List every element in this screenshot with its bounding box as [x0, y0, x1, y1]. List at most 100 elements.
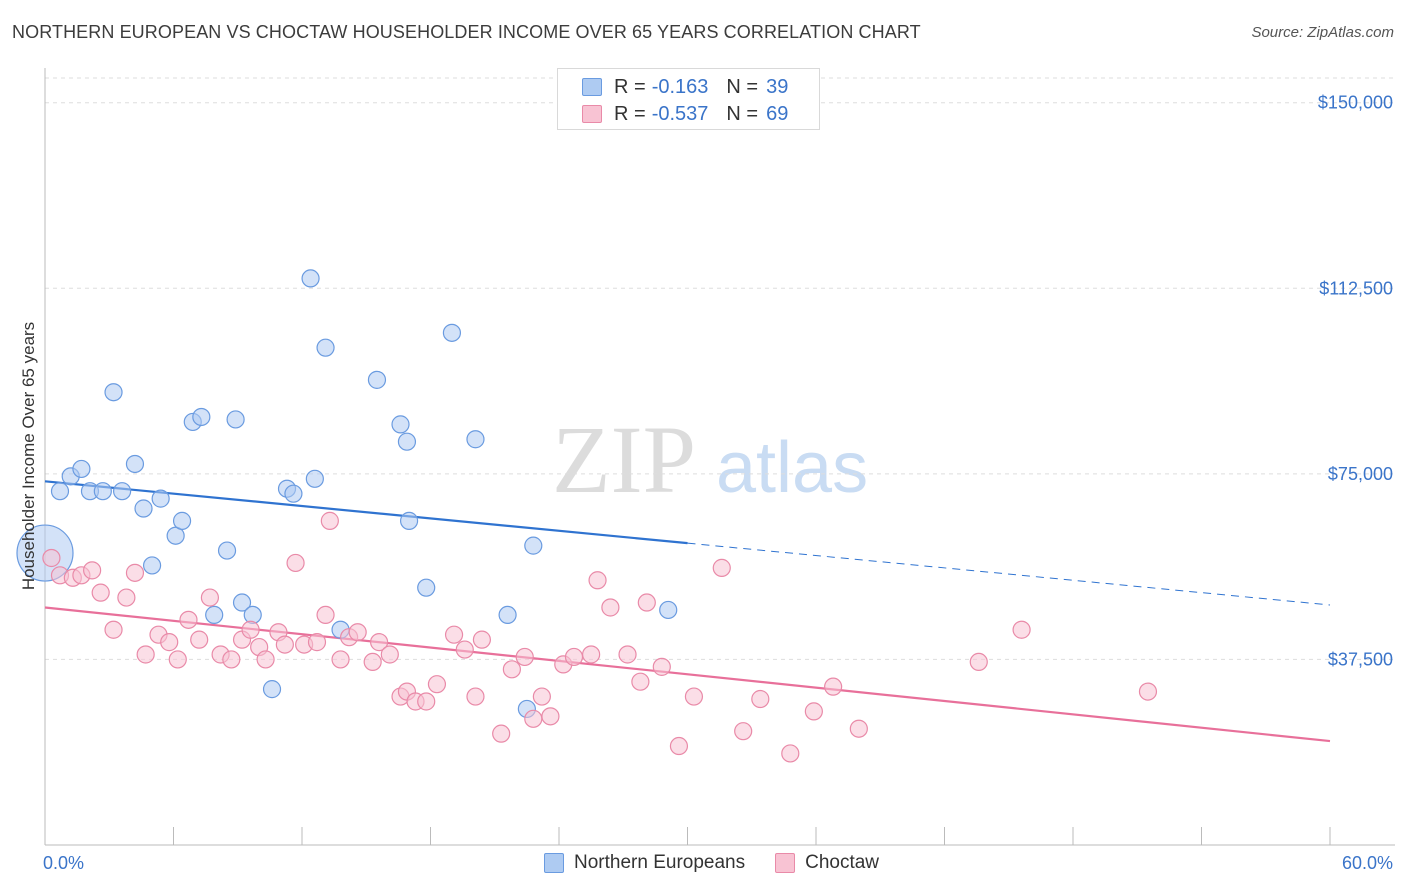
data-point [781, 744, 800, 763]
data-point [307, 633, 327, 652]
data-point [824, 677, 843, 696]
data-point [316, 605, 335, 625]
data-point [348, 623, 367, 642]
data-point [455, 640, 474, 659]
data-point [380, 645, 399, 664]
data-point [104, 620, 123, 639]
legend-swatch-pink [582, 105, 602, 123]
data-point [284, 484, 303, 503]
legend-row-northern-europeans: R = -0.163 N = 39 [582, 76, 788, 98]
bottom-legend-choctaw: Choctaw [775, 852, 879, 874]
data-point [320, 511, 339, 530]
data-point [417, 692, 436, 711]
legend-n-value: 69 [766, 102, 789, 125]
bottom-legend-label: Northern Europeans [574, 852, 746, 873]
data-point [93, 482, 112, 501]
data-point [316, 338, 335, 357]
data-point [305, 469, 324, 488]
data-point [91, 583, 110, 602]
trend-line-northern-europeans [44, 480, 688, 545]
y-tick-label: $150,000 [1318, 93, 1393, 113]
data-point [142, 556, 162, 575]
data-point [217, 541, 237, 560]
data-point [190, 630, 209, 649]
data-point [466, 430, 485, 449]
data-point [83, 561, 102, 580]
x-tick-label: 60.0% [1342, 853, 1393, 873]
bottom-legend-swatch-blue [544, 853, 564, 873]
data-point [363, 652, 382, 672]
y-tick-label: $112,500 [1319, 278, 1393, 298]
data-point [370, 633, 389, 652]
data-point [256, 650, 275, 669]
data-point [734, 722, 753, 741]
data-point [588, 571, 607, 590]
data-point [205, 605, 224, 625]
legend-r-value: -0.537 [651, 102, 709, 125]
data-point [442, 323, 462, 342]
data-point [564, 647, 584, 667]
trend-line-choctaw [44, 606, 1331, 743]
data-point [524, 536, 543, 555]
data-point [232, 593, 252, 612]
data-point [532, 687, 551, 706]
legend: R = -0.163 N = 39 R = -0.537 N = 69 [557, 68, 820, 130]
data-point [399, 511, 419, 530]
x-tick-label: 0.0% [43, 853, 84, 873]
data-point [179, 610, 198, 629]
bottom-legend-swatch-pink [775, 853, 796, 873]
data-point [498, 605, 517, 625]
axes [44, 68, 1395, 846]
data-point [397, 432, 417, 451]
data-point [136, 645, 155, 664]
data-point [582, 645, 601, 664]
data-point [192, 407, 211, 427]
data-point [515, 647, 534, 667]
data-point [331, 650, 350, 669]
data-point [637, 593, 656, 612]
data-point [243, 605, 262, 625]
data-point [226, 410, 245, 429]
data-points [16, 269, 1158, 763]
data-point [286, 553, 305, 573]
legend-n-label: N = [726, 75, 759, 98]
legend-n-value: 39 [766, 75, 789, 98]
data-point [804, 702, 823, 721]
watermark: ZIP atlas [552, 406, 868, 513]
data-point [969, 652, 988, 672]
data-point [524, 709, 543, 728]
tick-labels: $37,500 $75,000 $112,500 $150,000 0.0% 60.0% [43, 93, 1393, 873]
data-point [631, 672, 650, 691]
trend-line-northern-europeans-extension [687, 542, 1331, 606]
data-point [301, 269, 320, 288]
data-point [669, 736, 689, 756]
data-point [125, 563, 145, 582]
data-point [104, 383, 123, 402]
data-point [1138, 682, 1158, 701]
data-point [502, 660, 521, 679]
watermark-zip: ZIP [552, 406, 696, 513]
bottom-legend: Northern Europeans Choctaw [544, 852, 909, 874]
watermark-atlas: atlas [716, 428, 868, 508]
data-point [222, 650, 241, 669]
data-point [200, 588, 220, 607]
y-tick-label: $75,000 [1328, 464, 1393, 484]
bottom-legend-northern-europeans: Northern Europeans [544, 852, 745, 874]
legend-swatch-blue [582, 78, 602, 96]
data-point [125, 454, 145, 474]
data-point [367, 370, 387, 389]
data-point [262, 680, 282, 699]
data-point [466, 687, 485, 706]
data-point [172, 511, 192, 530]
y-axis-title: Householder Income Over 65 years [19, 322, 38, 590]
data-point [427, 675, 447, 694]
data-point [117, 588, 136, 607]
data-point [1012, 620, 1031, 639]
data-point [652, 657, 671, 676]
data-point [712, 558, 731, 577]
data-point [50, 482, 70, 501]
data-point [618, 645, 637, 664]
legend-r-value: -0.163 [651, 75, 709, 98]
data-point [444, 625, 464, 644]
data-point [72, 459, 91, 479]
